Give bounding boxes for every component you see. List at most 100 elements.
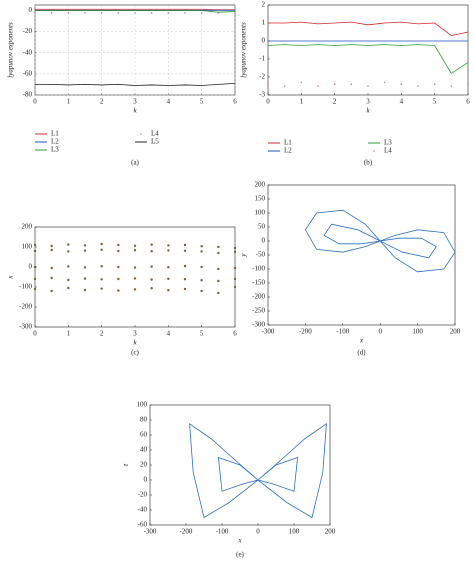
- data-point: [84, 12, 86, 14]
- x-tick-label: 3: [133, 330, 137, 338]
- data-point: [167, 289, 170, 292]
- data-point: [67, 243, 70, 246]
- data-point: [350, 83, 353, 85]
- x-tick-label: 4: [167, 330, 171, 338]
- caption: (d): [357, 349, 366, 357]
- x-tick-label: 100: [289, 528, 300, 536]
- data-point: [183, 278, 187, 281]
- y-tick-label: -20: [138, 491, 148, 499]
- data-point: [100, 242, 103, 246]
- y-tick-label: 150: [255, 195, 266, 203]
- caption: (e): [236, 551, 244, 559]
- data-point: [100, 265, 103, 268]
- data-point: [50, 266, 53, 270]
- x-tick-label: 5: [200, 330, 204, 338]
- caption: (c): [131, 349, 139, 357]
- x-tick-label: 2: [100, 330, 104, 338]
- y-tick-label: -200: [252, 293, 265, 301]
- x-tick-label: 5: [433, 98, 437, 106]
- y-tick-label: -40: [23, 48, 33, 56]
- data-point: [233, 277, 237, 281]
- x-tick-label: 2: [100, 98, 104, 106]
- y-tick-label: 80: [140, 416, 148, 424]
- data-point: [133, 277, 137, 280]
- data-point: [67, 265, 70, 268]
- y-tick-label: -60: [23, 69, 33, 77]
- x-tick-label: 3: [133, 98, 137, 106]
- x-tick-label: 0: [33, 98, 37, 106]
- x-tick-label: 200: [325, 528, 336, 536]
- data-point: [150, 12, 153, 14]
- data-point: [333, 83, 336, 85]
- y-tick-label: 0: [262, 237, 266, 245]
- data-point: [133, 249, 137, 252]
- legend-label: L4: [384, 147, 392, 155]
- y-tick-label: -100: [252, 265, 265, 273]
- x-tick-label: 2: [333, 98, 337, 106]
- y-tick-label: -200: [19, 303, 32, 311]
- x-tick-label: 5: [200, 98, 204, 106]
- plot-frame: [34, 226, 236, 328]
- x-tick-label: -200: [180, 528, 193, 536]
- y-tick-label: -300: [252, 321, 265, 329]
- data-point: [117, 265, 120, 269]
- data-point: [233, 266, 237, 270]
- data-point: [67, 250, 70, 253]
- x-tick-label: 6: [233, 330, 237, 338]
- data-point: [150, 278, 153, 281]
- data-point: [217, 267, 220, 271]
- data-point: [200, 12, 203, 14]
- data-point: [167, 249, 170, 252]
- x-tick-label: 0: [33, 330, 37, 338]
- data-point: [267, 83, 269, 85]
- data-point: [100, 248, 103, 251]
- data-point: [133, 288, 137, 291]
- y-tick-label: -50: [256, 251, 266, 259]
- data-point: [117, 243, 120, 247]
- data-point: [183, 249, 187, 252]
- data-point: [217, 291, 220, 295]
- data-point: [234, 12, 236, 14]
- x-tick-label: 6: [233, 98, 237, 106]
- legend-label: L2: [51, 138, 59, 146]
- data-point: [317, 85, 319, 87]
- y-tick-label: 20: [140, 461, 148, 469]
- data-point: [167, 12, 170, 14]
- data-point: [167, 244, 170, 247]
- legend-label: L4: [151, 130, 159, 138]
- y-tick-label: 200: [255, 181, 266, 189]
- y-tick-label: 40: [140, 446, 148, 454]
- y-tick-label: -300: [19, 323, 32, 331]
- x-axis-label: x: [237, 537, 242, 545]
- y-tick-label: -2: [259, 73, 265, 81]
- data-point: [133, 266, 137, 269]
- x-tick-label: 0: [266, 98, 270, 106]
- data-point: [200, 279, 203, 282]
- series-line: [35, 82, 236, 86]
- data-point: [383, 81, 386, 84]
- data-point: [83, 266, 87, 269]
- data-point: [200, 289, 203, 293]
- data-point: [134, 12, 136, 14]
- y-tick-label: 60: [140, 431, 148, 439]
- data-point: [50, 276, 53, 280]
- x-tick-label: 0: [378, 328, 382, 336]
- x-tick-label: 4: [400, 98, 404, 106]
- data-point: [183, 243, 187, 247]
- data-point: [33, 249, 37, 253]
- series-line: [189, 422, 327, 519]
- y-tick-label: 0: [144, 476, 148, 484]
- y-tick-label: -250: [252, 307, 265, 315]
- data-point: [217, 279, 220, 283]
- data-point: [217, 12, 220, 14]
- data-point: [83, 288, 87, 292]
- data-point: [167, 277, 170, 280]
- data-point: [117, 289, 120, 292]
- data-point: [217, 245, 220, 249]
- data-point: [100, 287, 103, 290]
- data-point: [217, 251, 220, 255]
- x-tick-label: -300: [262, 328, 275, 336]
- data-point: [200, 250, 203, 253]
- y-tick-label: 50: [258, 223, 266, 231]
